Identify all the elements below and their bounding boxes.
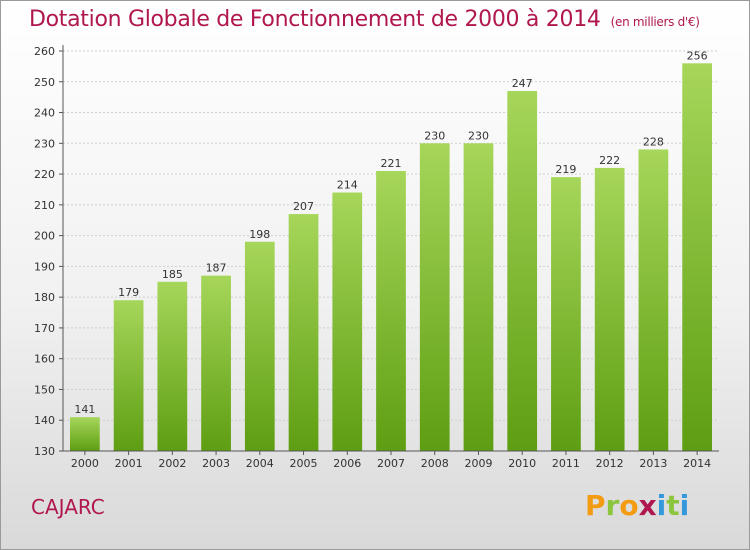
bar-2009 — [463, 143, 494, 452]
logo-letter: i — [656, 489, 667, 522]
bar-2002 — [157, 281, 188, 451]
value-label-2008: 230 — [424, 129, 445, 142]
x-tick-label-2004: 2004 — [246, 457, 274, 470]
value-label-2004: 198 — [249, 228, 270, 241]
value-label-2013: 228 — [643, 135, 664, 148]
value-label-2001: 179 — [118, 286, 139, 299]
bar-2007 — [376, 171, 406, 451]
y-tick-label: 250 — [34, 76, 55, 89]
value-label-2002: 185 — [162, 268, 183, 281]
bar-2006 — [332, 192, 363, 452]
x-tick-label-2011: 2011 — [552, 457, 580, 470]
x-tick-label-2009: 2009 — [464, 457, 492, 470]
logo-letter: t — [666, 489, 680, 522]
logo-letter: x — [638, 489, 657, 522]
logo-letter: P — [585, 489, 606, 522]
y-tick-label: 200 — [34, 230, 55, 243]
value-label-2005: 207 — [293, 200, 314, 213]
x-tick-label-2005: 2005 — [290, 457, 318, 470]
chart-title-text: Dotation Globale de Fonctionnement de 20… — [29, 7, 601, 32]
y-tick-label: 240 — [34, 107, 55, 120]
bar-2012 — [594, 167, 625, 451]
bars — [69, 63, 713, 452]
y-tick-label: 150 — [34, 383, 55, 396]
x-tick-label-2001: 2001 — [115, 457, 143, 470]
y-tick-label: 220 — [34, 168, 55, 181]
bar-2014 — [682, 63, 713, 452]
logo-letter: o — [619, 489, 639, 522]
x-tick-label-2012: 2012 — [596, 457, 624, 470]
commune-name: CAJARC — [31, 495, 105, 519]
x-tick-label-2013: 2013 — [639, 457, 667, 470]
proxiti-logo: Proxiti — [585, 489, 689, 522]
value-labels: 141 179 185 187 198 207 214 221 230 230 247 219 222 2… — [74, 49, 707, 416]
value-label-2000: 141 — [74, 403, 95, 416]
y-tick-label: 160 — [34, 353, 55, 366]
bar-2011 — [551, 177, 581, 451]
x-tick-label-2014: 2014 — [683, 457, 711, 470]
bar-2010 — [507, 91, 538, 451]
value-label-2006: 214 — [337, 179, 358, 192]
value-label-2007: 221 — [381, 157, 402, 170]
value-label-2014: 256 — [687, 49, 708, 62]
bar-2013 — [638, 149, 669, 451]
y-tick-label: 190 — [34, 260, 55, 273]
value-label-2010: 247 — [512, 77, 533, 90]
logo-letter: i — [679, 489, 690, 522]
logo-letter: r — [605, 489, 620, 522]
x-tick-label-2003: 2003 — [202, 457, 230, 470]
y-tick-label: 180 — [34, 291, 55, 304]
y-tick-label: 170 — [34, 322, 55, 335]
bar-2008 — [419, 143, 450, 452]
y-tick-label: 210 — [34, 199, 55, 212]
x-tick-label-2007: 2007 — [377, 457, 405, 470]
y-tick-label: 130 — [34, 445, 55, 458]
y-tick-label: 140 — [34, 414, 55, 427]
value-label-2003: 187 — [206, 262, 227, 275]
x-tick-label-2002: 2002 — [158, 457, 186, 470]
value-label-2009: 230 — [468, 129, 489, 142]
bar-2005 — [288, 214, 319, 451]
x-tick-label-2008: 2008 — [421, 457, 449, 470]
x-tick-label-2006: 2006 — [333, 457, 361, 470]
bar-2001 — [113, 300, 144, 451]
bar-2004 — [244, 241, 275, 451]
x-tick-label-2010: 2010 — [508, 457, 536, 470]
value-label-2011: 219 — [555, 163, 576, 176]
bar-2000 — [69, 417, 100, 451]
bar-2003 — [201, 275, 231, 451]
y-tick-label: 260 — [34, 45, 55, 58]
axes: 130 140 150 160 170 180 190 200 210 220 230 240 250 2… — [34, 45, 719, 470]
value-label-2012: 222 — [599, 154, 620, 167]
chart-subtitle: (en milliers d'€) — [610, 15, 700, 29]
x-tick-label-2000: 2000 — [71, 457, 99, 470]
y-tick-label: 230 — [34, 137, 55, 150]
chart-title: Dotation Globale de Fonctionnement de 20… — [29, 7, 700, 32]
